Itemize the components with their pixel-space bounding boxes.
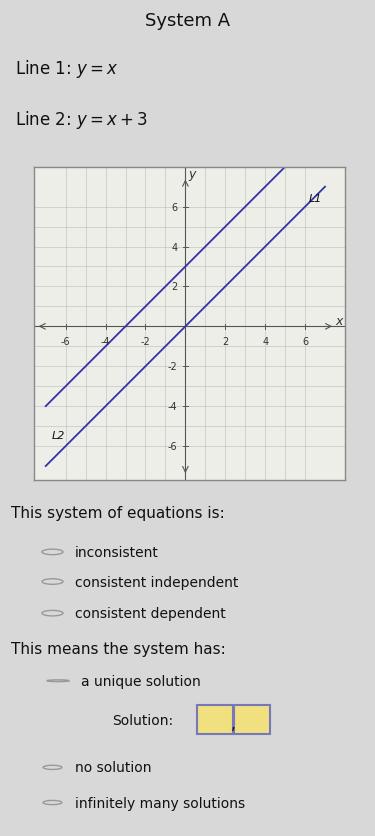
Text: a unique solution: a unique solution xyxy=(81,674,200,688)
Text: This means the system has:: This means the system has: xyxy=(11,641,226,655)
Text: -6: -6 xyxy=(168,441,177,451)
FancyBboxPatch shape xyxy=(234,706,270,734)
Text: x: x xyxy=(335,314,343,328)
Text: -2: -2 xyxy=(141,337,150,347)
Text: infinitely many solutions: infinitely many solutions xyxy=(75,796,245,809)
FancyBboxPatch shape xyxy=(197,706,232,734)
Text: consistent dependent: consistent dependent xyxy=(75,606,226,620)
Text: inconsistent: inconsistent xyxy=(75,545,159,559)
Text: Line 2: $y=x+3$: Line 2: $y=x+3$ xyxy=(15,109,148,130)
Text: consistent independent: consistent independent xyxy=(75,575,238,589)
Text: -4: -4 xyxy=(168,401,177,411)
Text: 2: 2 xyxy=(222,337,228,347)
Text: System A: System A xyxy=(145,12,230,30)
Text: L2: L2 xyxy=(52,431,65,441)
Text: 4: 4 xyxy=(262,337,268,347)
Text: 4: 4 xyxy=(171,242,177,252)
Text: Line 1: $y=x$: Line 1: $y=x$ xyxy=(15,59,119,80)
Text: This system of equations is:: This system of equations is: xyxy=(11,505,225,520)
Text: -2: -2 xyxy=(168,362,177,372)
Text: 6: 6 xyxy=(171,202,177,212)
Text: -6: -6 xyxy=(61,337,70,347)
Text: -4: -4 xyxy=(101,337,110,347)
Text: no solution: no solution xyxy=(75,761,152,774)
Text: ,: , xyxy=(231,716,236,732)
Text: y: y xyxy=(189,168,196,181)
Text: 6: 6 xyxy=(302,337,308,347)
Text: 2: 2 xyxy=(171,282,177,292)
Text: L1: L1 xyxy=(309,193,322,203)
Text: Solution:: Solution: xyxy=(112,713,174,726)
